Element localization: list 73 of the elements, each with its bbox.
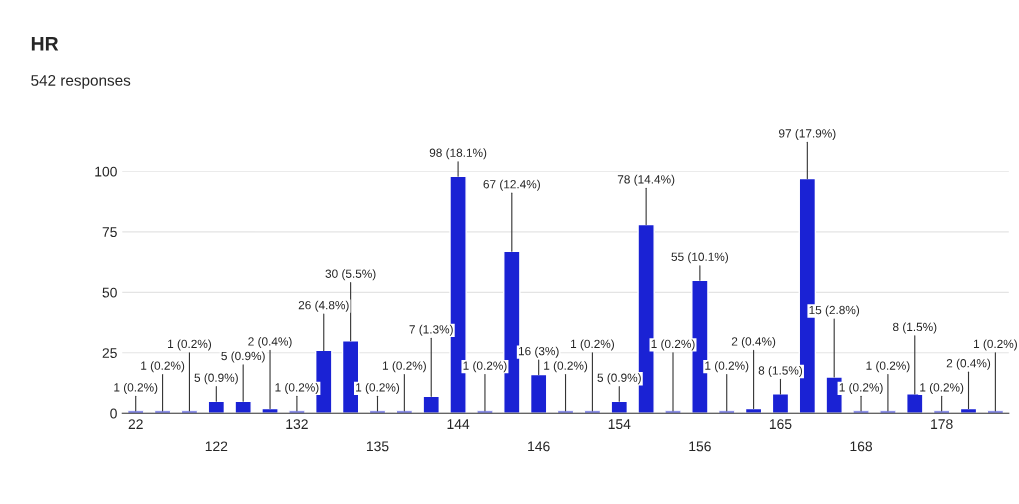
x-tick-label: 122 [205, 441, 228, 452]
data-label: 1 (0.2%) [168, 339, 212, 351]
bar [126, 410, 145, 414]
bar [476, 410, 494, 414]
data-label: 98 (18.1%) [429, 148, 487, 160]
data-label: 5 (0.9%) [597, 373, 641, 385]
bar [180, 410, 199, 414]
data-label: 5 (0.9%) [221, 351, 265, 363]
chart-subtitle: 542 responses [31, 75, 131, 89]
data-label: 1 (0.2%) [356, 382, 400, 394]
chart-title: HR [31, 37, 59, 51]
bar [664, 410, 682, 414]
x-tick-label: 178 [931, 419, 953, 430]
x-tick-label: 168 [850, 441, 873, 452]
bar [852, 410, 870, 414]
y-tick-label: 0 [110, 408, 117, 419]
y-tick-label: 25 [102, 348, 117, 358]
data-label: 1 (0.2%) [114, 382, 158, 394]
data-label: 1 (0.2%) [973, 339, 1017, 351]
x-tick-label: 135 [366, 441, 389, 452]
x-tick-label: 144 [447, 419, 470, 429]
bar [153, 410, 172, 414]
data-label: 1 (0.2%) [463, 361, 507, 373]
data-label: 2 (0.4%) [731, 336, 776, 348]
data-label: 8 (1.5%) [758, 365, 803, 377]
data-label: 5 (0.9%) [194, 373, 238, 385]
bar [368, 410, 387, 414]
bar [556, 410, 575, 414]
data-label: 55 (10.1%) [671, 252, 729, 264]
bar [395, 410, 414, 414]
x-tick-label: 156 [689, 441, 711, 452]
bar [986, 410, 1005, 414]
bar [422, 395, 440, 414]
data-label: 16 (3%) [518, 346, 559, 358]
data-label: 1 (0.2%) [141, 361, 185, 373]
bar [932, 410, 951, 414]
data-label: 15 (2.8%) [809, 305, 860, 317]
x-tick-label: 146 [528, 441, 550, 452]
x-tick-label: 22 [128, 419, 143, 429]
bar [261, 407, 279, 414]
bar [879, 410, 897, 414]
x-tick-label: 165 [769, 419, 792, 430]
bar [288, 410, 306, 414]
bar [717, 410, 736, 414]
x-tick-label: 154 [608, 419, 631, 430]
data-label: 1 (0.2%) [705, 361, 749, 373]
data-label: 67 (12.4%) [483, 179, 540, 191]
y-tick-label: 50 [102, 287, 117, 298]
data-label: 1 (0.2%) [571, 339, 614, 351]
data-label: 1 (0.2%) [866, 361, 910, 373]
x-tick-label: 132 [286, 419, 308, 430]
y-tick-label: 75 [102, 227, 117, 238]
data-label: 30 (5.5%) [325, 269, 376, 281]
bar [771, 393, 790, 414]
data-label: 7 (1.3%) [409, 324, 453, 336]
bar [529, 373, 548, 414]
data-label: 1 (0.2%) [275, 382, 319, 394]
data-label: 2 (0.4%) [248, 336, 292, 348]
data-label: 2 (0.4%) [946, 358, 991, 370]
data-label: 97 (17.9%) [779, 128, 836, 140]
data-label: 8 (1.5%) [892, 322, 937, 334]
data-label: 1 (0.2%) [920, 382, 964, 394]
data-label: 1 (0.2%) [382, 361, 426, 373]
data-label: 1 (0.2%) [651, 339, 695, 351]
data-label: 1 (0.2%) [839, 382, 883, 394]
data-label: 78 (14.4%) [617, 174, 675, 186]
bar [610, 400, 629, 414]
data-label: 26 (4.8%) [298, 300, 349, 312]
bar [207, 400, 226, 414]
data-label: 1 (0.2%) [544, 361, 588, 373]
bar [583, 410, 602, 414]
bar [234, 400, 252, 414]
y-tick-label: 100 [95, 166, 117, 177]
